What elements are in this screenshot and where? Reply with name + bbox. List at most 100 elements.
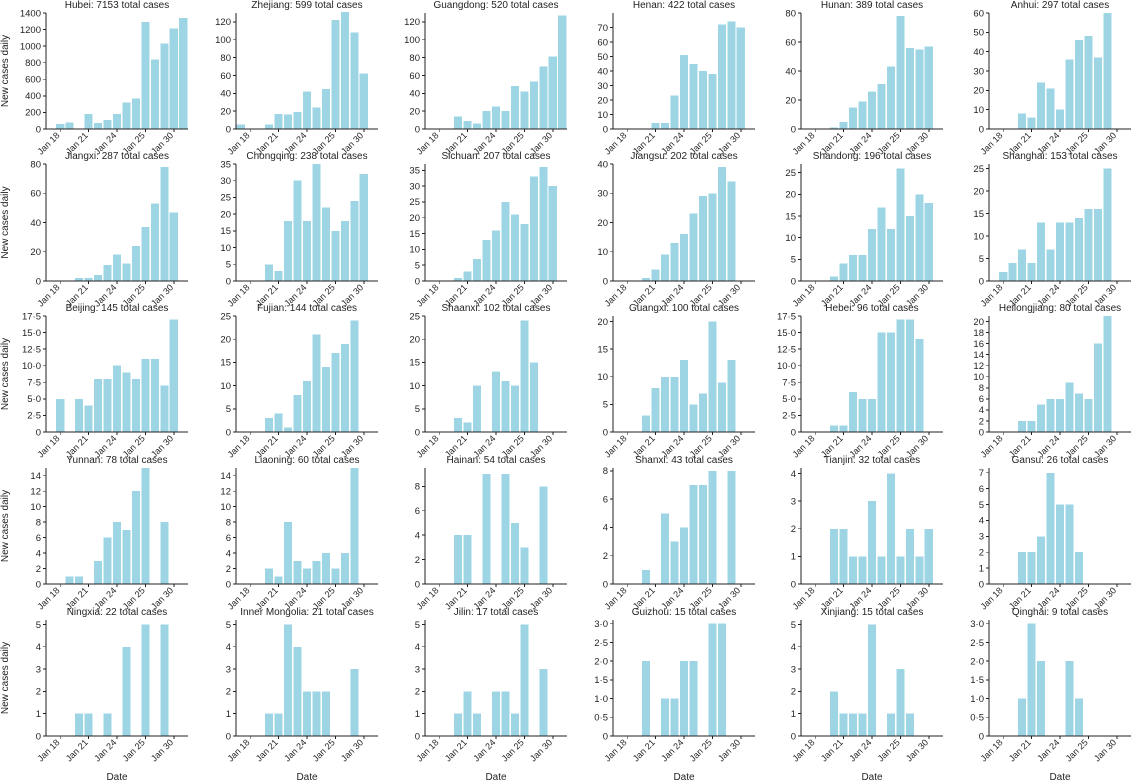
- bar: [1084, 36, 1093, 130]
- bar: [340, 553, 349, 584]
- bar: [274, 413, 283, 432]
- bar: [340, 343, 349, 432]
- bar: [510, 713, 519, 736]
- chart-panel: Henan: 422 total cases010203040506070Jan…: [597, 0, 755, 157]
- chart-title: Tianjin: 32 total cases: [824, 455, 920, 466]
- bar: [877, 207, 886, 281]
- y-tick-label: 2: [36, 564, 41, 575]
- y-axis-title: New cases daily: [0, 490, 11, 562]
- bar: [1074, 552, 1083, 584]
- bar: [473, 258, 482, 281]
- y-tick-label: 20: [785, 95, 796, 106]
- y-tick-label: 0: [36, 276, 41, 287]
- x-tick-label: Jan 30: [149, 737, 175, 763]
- bar: [84, 405, 93, 432]
- y-tick-label: 600: [25, 75, 41, 86]
- y-tick-label: 20: [409, 213, 420, 224]
- bar: [1046, 472, 1055, 584]
- y-tick-label: 1: [979, 563, 984, 574]
- y-tick-label: 35: [220, 159, 231, 170]
- bar: [141, 226, 150, 281]
- bar: [1103, 168, 1112, 281]
- x-tick-label: Jan 25: [688, 737, 714, 763]
- bar: [1074, 393, 1083, 432]
- bar: [520, 224, 529, 281]
- y-axis-title: New cases daily: [0, 338, 11, 410]
- bar: [830, 276, 839, 281]
- y-tick-label: 0: [791, 427, 796, 438]
- y-tick-label: 20: [597, 317, 608, 328]
- chart-title: Heilongjiang: 80 total cases: [999, 303, 1121, 314]
- y-tick-label: 5: [791, 255, 796, 266]
- bar: [698, 71, 707, 129]
- bar: [284, 114, 293, 129]
- y-tick-label: 15: [409, 229, 420, 240]
- x-tick-label: Jan 21: [819, 737, 845, 763]
- chart-panel: Guizhou: 15 total cases 0 0·5 1·0 1·5 2·0 2·5 3…: [594, 607, 755, 783]
- y-tick-label: 0: [603, 427, 608, 438]
- y-tick-label: 25: [409, 311, 420, 322]
- x-tick-label: Jan 24: [659, 737, 685, 763]
- bar: [520, 547, 529, 584]
- bar: [1037, 222, 1046, 281]
- y-tick-label: 12: [220, 487, 231, 498]
- y-tick-label: 2: [415, 687, 420, 698]
- chart-title: Guizhou: 15 total cases: [632, 607, 737, 618]
- bar: [651, 269, 660, 281]
- y-tick-label: 2·0: [594, 656, 608, 667]
- bar: [169, 28, 178, 130]
- y-tick-label: 40: [220, 89, 231, 100]
- x-tick-label: Jan 25: [311, 737, 337, 763]
- y-tick-label: 15: [597, 344, 608, 355]
- bar: [727, 21, 736, 130]
- y-tick-label: 0: [36, 124, 41, 135]
- y-tick-label: 40: [973, 47, 984, 58]
- bar: [501, 380, 510, 432]
- bar: [1037, 536, 1046, 584]
- y-tick-label: 0: [415, 276, 420, 287]
- bar: [858, 713, 867, 736]
- bar: [84, 713, 93, 736]
- y-tick-label: 20: [973, 317, 984, 328]
- bar: [75, 713, 84, 736]
- bar: [839, 713, 848, 736]
- bar: [302, 91, 312, 129]
- y-tick-label: 20: [220, 209, 231, 220]
- bar: [312, 560, 321, 584]
- bar: [905, 713, 914, 736]
- y-axis-title: New cases daily: [0, 642, 11, 714]
- bar: [491, 371, 501, 432]
- y-tick-label: 20: [409, 106, 420, 117]
- bar: [160, 385, 169, 432]
- y-tick-label: 10: [597, 372, 608, 383]
- y-tick-label: 4: [791, 642, 796, 653]
- chart-title: Shanghai: 153 total cases: [1002, 151, 1117, 162]
- bar: [548, 186, 557, 281]
- y-tick-label: 18: [973, 328, 984, 339]
- bar: [463, 120, 472, 129]
- bar: [274, 270, 283, 281]
- y-tick-label: 80: [30, 159, 41, 170]
- y-tick-label: 15·0: [22, 328, 41, 339]
- y-tick-label: 6: [979, 394, 984, 405]
- bar: [651, 123, 660, 129]
- y-tick-label: 2: [603, 551, 608, 562]
- bar: [905, 47, 914, 129]
- y-axis-title: New cases daily: [0, 35, 11, 107]
- y-tick-label: 0: [603, 124, 608, 135]
- y-tick-label: 70: [597, 23, 608, 34]
- y-tick-label: 0: [36, 731, 41, 742]
- bar: [312, 334, 321, 432]
- chart-title: Hunan: 389 total cases: [821, 0, 923, 11]
- bar: [839, 263, 848, 281]
- y-tick-label: 25: [409, 197, 420, 208]
- bar: [284, 522, 293, 584]
- y-tick-label: 7·5: [27, 378, 41, 389]
- bar: [65, 576, 74, 584]
- x-tick-label: Jan 30: [339, 737, 365, 763]
- bar: [708, 321, 717, 432]
